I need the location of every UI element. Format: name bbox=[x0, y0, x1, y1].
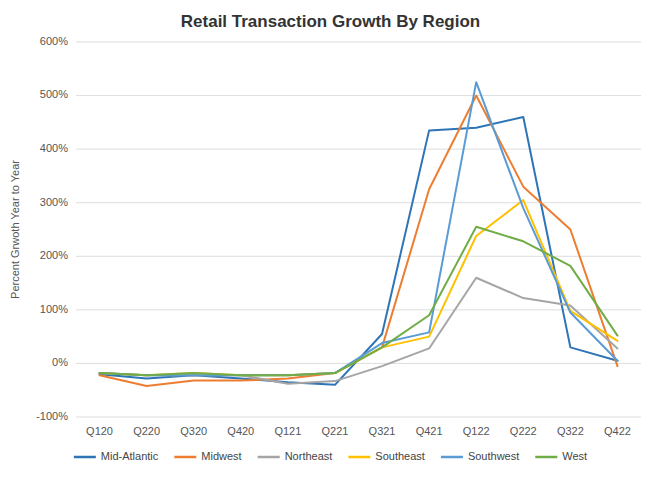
grid-line bbox=[76, 363, 641, 364]
x-tick-label: Q120 bbox=[86, 425, 113, 437]
legend-swatch bbox=[258, 456, 280, 459]
legend-swatch bbox=[535, 456, 557, 459]
x-tick-label: Q320 bbox=[180, 425, 207, 437]
legend-swatch bbox=[174, 456, 196, 459]
series-line bbox=[100, 82, 618, 375]
legend-swatch bbox=[441, 456, 463, 459]
y-tick-label: 300% bbox=[40, 196, 68, 208]
series-line bbox=[100, 117, 618, 385]
legend-label: Southeast bbox=[375, 450, 425, 462]
grid-line bbox=[76, 309, 641, 310]
x-tick-label: Q422 bbox=[604, 425, 631, 437]
y-tick-label: 200% bbox=[40, 249, 68, 261]
x-tick-label: Q420 bbox=[227, 425, 254, 437]
plot-area bbox=[100, 82, 618, 386]
legend: Mid-Atlantic Midwest Northeast Southeast Sou… bbox=[74, 450, 587, 462]
series-line bbox=[100, 227, 618, 375]
x-tick-label: Q421 bbox=[416, 425, 443, 437]
x-tick-label: Q222 bbox=[510, 425, 537, 437]
y-tick-label: 500% bbox=[40, 88, 68, 100]
series-line bbox=[100, 96, 618, 386]
grid-line bbox=[76, 417, 641, 418]
y-tick-label: 600% bbox=[40, 35, 68, 47]
chart: Retail Transaction Growth By Region -100%… bbox=[0, 0, 661, 479]
grid-line bbox=[76, 42, 641, 43]
legend-label: Southwest bbox=[468, 450, 519, 462]
x-axis: Q120 Q220 Q320 Q420 Q121 Q221 Q321 Q421 Q122 Q222… bbox=[86, 425, 631, 437]
legend-label: Midwest bbox=[201, 450, 241, 462]
x-tick-label: Q220 bbox=[133, 425, 160, 437]
legend-label: West bbox=[562, 450, 587, 462]
legend-label: Northeast bbox=[285, 450, 333, 462]
x-tick-label: Q221 bbox=[321, 425, 348, 437]
y-tick-label: 0% bbox=[52, 356, 68, 368]
y-tick-label: -100% bbox=[36, 410, 68, 422]
grid bbox=[76, 42, 641, 417]
legend-swatch bbox=[348, 456, 370, 459]
legend-swatch bbox=[74, 456, 96, 459]
x-tick-label: Q321 bbox=[369, 425, 396, 437]
series-line bbox=[100, 200, 618, 375]
y-axis-label: Percent Grwoth Year to Year bbox=[9, 160, 21, 299]
y-axis: -100% 0% 100% 200% 300% 400% 500% 600% bbox=[36, 35, 68, 422]
y-tick-label: 100% bbox=[40, 303, 68, 315]
grid-line bbox=[76, 256, 641, 257]
y-tick-label: 400% bbox=[40, 142, 68, 154]
grid-line bbox=[76, 95, 641, 96]
grid-line bbox=[76, 202, 641, 203]
legend-label: Mid-Atlantic bbox=[101, 450, 159, 462]
x-tick-label: Q322 bbox=[557, 425, 584, 437]
title: Retail Transaction Growth By Region bbox=[181, 12, 480, 31]
grid-line bbox=[76, 149, 641, 150]
x-tick-label: Q121 bbox=[274, 425, 301, 437]
series-line bbox=[100, 278, 618, 384]
x-tick-label: Q122 bbox=[463, 425, 490, 437]
background bbox=[0, 0, 661, 479]
